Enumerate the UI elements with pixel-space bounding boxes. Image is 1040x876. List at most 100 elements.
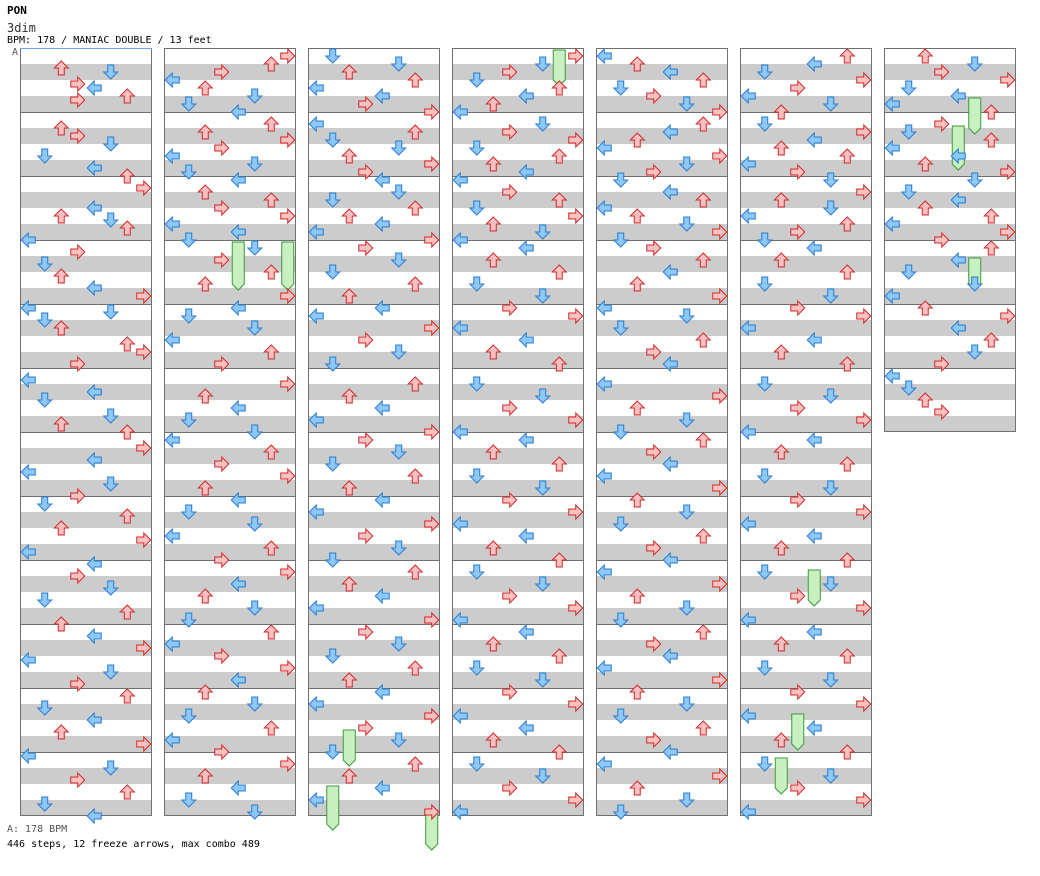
down-arrow-note bbox=[612, 320, 629, 336]
up-arrow-note bbox=[629, 684, 646, 700]
beat-stripe bbox=[884, 160, 1016, 176]
down-arrow-note bbox=[468, 72, 485, 88]
measure-column bbox=[164, 48, 296, 816]
down-arrow-note bbox=[678, 504, 695, 520]
down-arrow-note bbox=[756, 468, 773, 484]
right-arrow-note bbox=[934, 115, 950, 133]
up-arrow-note bbox=[263, 264, 280, 280]
up-arrow-note bbox=[53, 208, 70, 224]
right-arrow-note bbox=[790, 491, 806, 509]
left-arrow-note bbox=[662, 123, 678, 141]
right-arrow-note bbox=[646, 635, 662, 653]
beat-stripe bbox=[596, 544, 728, 560]
up-arrow-note bbox=[695, 432, 712, 448]
beat-stripe bbox=[452, 288, 584, 304]
beat-stripe bbox=[884, 256, 1016, 272]
freeze-arrow bbox=[791, 713, 805, 751]
left-arrow-note bbox=[86, 383, 102, 401]
right-arrow-note bbox=[136, 531, 152, 549]
right-arrow-note bbox=[424, 515, 440, 533]
right-arrow-note bbox=[424, 231, 440, 249]
down-arrow-note bbox=[534, 576, 551, 592]
right-arrow-note bbox=[712, 287, 728, 305]
left-arrow-note bbox=[596, 467, 612, 485]
beat-stripe bbox=[452, 384, 584, 400]
right-arrow-note bbox=[70, 243, 86, 261]
down-arrow-note bbox=[612, 80, 629, 96]
down-arrow-note bbox=[900, 380, 917, 396]
up-arrow-note bbox=[629, 588, 646, 604]
right-arrow-note bbox=[712, 223, 728, 241]
up-arrow-note bbox=[263, 540, 280, 556]
beat-stripe bbox=[164, 704, 296, 720]
left-arrow-note bbox=[950, 147, 966, 165]
measure-column bbox=[452, 48, 584, 816]
down-arrow-note bbox=[390, 140, 407, 156]
left-arrow-note bbox=[452, 707, 468, 725]
right-arrow-note bbox=[790, 399, 806, 417]
beat-stripe bbox=[308, 288, 440, 304]
up-arrow-note bbox=[629, 132, 646, 148]
beat-stripe bbox=[452, 768, 584, 784]
up-arrow-note bbox=[983, 208, 1000, 224]
beat-stripe bbox=[452, 512, 584, 528]
beat-stripe bbox=[164, 768, 296, 784]
up-arrow-note bbox=[485, 636, 502, 652]
beat-stripe bbox=[20, 320, 152, 336]
right-arrow-note bbox=[856, 71, 872, 89]
right-arrow-note bbox=[568, 131, 584, 149]
beat-stripe bbox=[884, 96, 1016, 112]
up-arrow-note bbox=[197, 388, 214, 404]
down-arrow-note bbox=[756, 564, 773, 580]
beat-stripe bbox=[164, 320, 296, 336]
column-border bbox=[308, 48, 440, 816]
right-arrow-note bbox=[214, 199, 230, 217]
left-arrow-note bbox=[518, 331, 534, 349]
right-arrow-note bbox=[934, 403, 950, 421]
beat-stripe bbox=[164, 640, 296, 656]
up-arrow-note bbox=[485, 216, 502, 232]
beat-stripe bbox=[740, 672, 872, 688]
left-arrow-note bbox=[20, 299, 36, 317]
measure-column bbox=[740, 48, 872, 816]
left-arrow-note bbox=[230, 575, 246, 593]
beat-stripe bbox=[308, 704, 440, 720]
left-arrow-note bbox=[452, 423, 468, 441]
right-arrow-note bbox=[856, 183, 872, 201]
down-arrow-note bbox=[468, 756, 485, 772]
beat-stripe bbox=[596, 96, 728, 112]
left-arrow-note bbox=[662, 743, 678, 761]
left-arrow-note bbox=[596, 375, 612, 393]
up-arrow-note bbox=[839, 216, 856, 232]
freeze-arrow bbox=[326, 785, 340, 831]
up-arrow-note bbox=[983, 104, 1000, 120]
left-arrow-note bbox=[230, 103, 246, 121]
down-arrow-note bbox=[36, 700, 53, 716]
down-arrow-note bbox=[390, 444, 407, 460]
right-arrow-note bbox=[214, 551, 230, 569]
right-arrow-note bbox=[70, 675, 86, 693]
down-arrow-note bbox=[102, 304, 119, 320]
beat-stripe bbox=[308, 224, 440, 240]
right-arrow-note bbox=[280, 659, 296, 677]
up-arrow-note bbox=[119, 688, 136, 704]
beat-stripe bbox=[164, 224, 296, 240]
beat-stripe bbox=[596, 416, 728, 432]
right-arrow-note bbox=[568, 207, 584, 225]
beat-stripe bbox=[596, 448, 728, 464]
down-arrow-note bbox=[324, 356, 341, 372]
down-arrow-note bbox=[324, 552, 341, 568]
right-arrow-note bbox=[424, 103, 440, 121]
up-arrow-note bbox=[119, 168, 136, 184]
beat-stripe bbox=[740, 416, 872, 432]
down-arrow-note bbox=[966, 172, 983, 188]
beat-stripe bbox=[884, 224, 1016, 240]
left-arrow-note bbox=[518, 431, 534, 449]
beat-stripe bbox=[20, 704, 152, 720]
left-arrow-note bbox=[740, 319, 756, 337]
beat-stripe bbox=[308, 128, 440, 144]
song-artist: 3dim bbox=[7, 21, 36, 35]
left-arrow-note bbox=[950, 191, 966, 209]
down-arrow-note bbox=[246, 424, 263, 440]
right-arrow-note bbox=[136, 439, 152, 457]
